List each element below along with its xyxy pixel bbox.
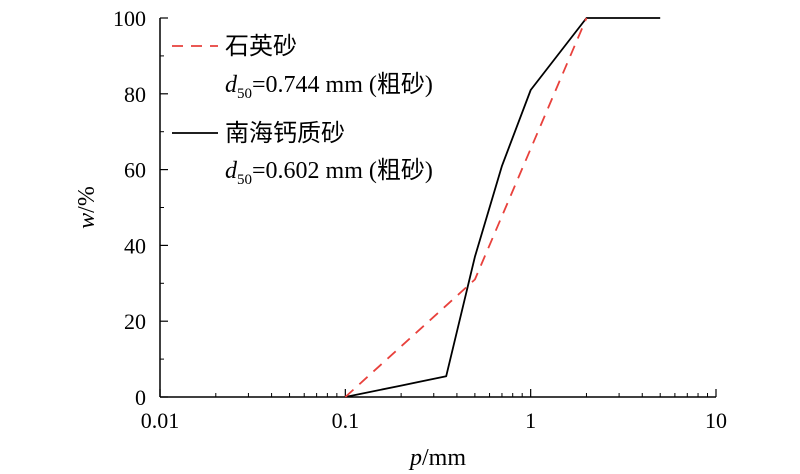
y-axis-title-italic: w: [74, 213, 100, 229]
legend-d50-subscript: 50: [237, 86, 252, 102]
x-axis-title-italic: p: [408, 445, 422, 471]
series-group: [344, 17, 661, 398]
legend-label: 石英砂: [225, 33, 297, 60]
x-tick-label: 1: [525, 408, 536, 433]
x-axis-title-unit: /mm: [422, 445, 466, 471]
legend-label: 南海钙质砂: [225, 120, 345, 147]
y-tick-label: 20: [124, 309, 146, 334]
x-tick-label: 0.01: [141, 408, 180, 433]
x-axis-title: p/mm: [408, 445, 466, 471]
legend-d50-label: d50=0.602 mm (粗砂): [225, 157, 433, 188]
series-line-quartz-sand: [344, 17, 588, 398]
legend-d50-symbol: d: [225, 72, 238, 98]
y-axis-title: w/%: [74, 186, 100, 229]
y-tick-label: 40: [124, 233, 146, 258]
legend-d50-value: =0.602 mm (粗砂): [252, 157, 433, 184]
y-axis-title-unit: /%: [74, 186, 100, 213]
y-tick-label: 100: [113, 6, 146, 31]
series-line-calcareous-sand: [345, 17, 661, 398]
y-tick-label: 80: [124, 82, 146, 107]
y-tick-label: 60: [124, 158, 146, 183]
legend-d50-subscript: 50: [237, 172, 252, 188]
y-tick-label: 0: [135, 385, 146, 410]
x-tick-label: 10: [705, 408, 727, 433]
legend-d50-label: d50=0.744 mm (粗砂): [225, 71, 433, 102]
legend-d50-symbol: d: [225, 158, 238, 184]
x-tick-label: 0.1: [332, 408, 360, 433]
legend-d50-value: =0.744 mm (粗砂): [252, 71, 433, 98]
